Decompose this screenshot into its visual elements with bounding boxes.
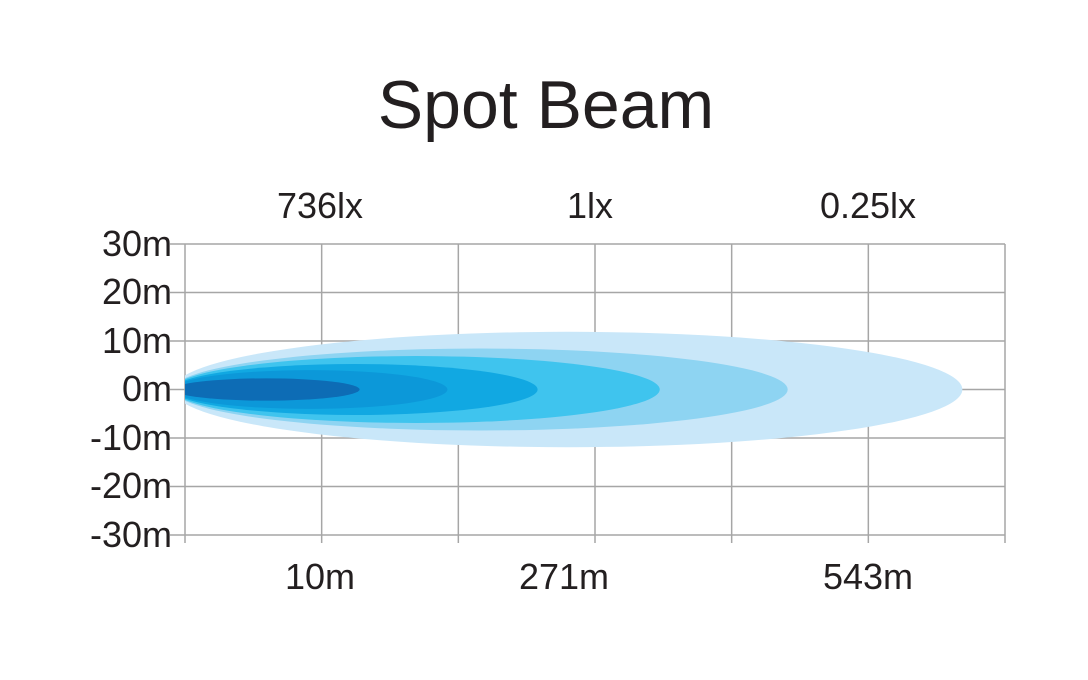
y-tick-label-neg30m: -30m	[89, 514, 172, 555]
y-tick-label-10m: 10m	[101, 320, 172, 361]
bottom-axis-label-543m: 543m	[822, 556, 914, 597]
top-axis-label-736lx: 736lx	[276, 185, 364, 226]
chart-title: Spot Beam	[377, 67, 715, 143]
bottom-axis-label-10m: 10m	[284, 556, 356, 597]
y-tick-label-0m: 0m	[121, 368, 172, 409]
y-tick-label-neg10m: -10m	[89, 417, 172, 458]
top-axis-label-1lx: 1lx	[566, 185, 614, 226]
y-tick-label-20m: 20m	[101, 271, 172, 312]
bottom-axis-label-271m: 271m	[518, 556, 610, 597]
y-tick-label-30m: 30m	[101, 223, 172, 264]
top-axis-label-0.25lx: 0.25lx	[819, 185, 917, 226]
y-tick-label-neg20m: -20m	[89, 465, 172, 506]
beam-layer-core-736lx	[185, 378, 360, 401]
beam-layers	[185, 331, 963, 448]
